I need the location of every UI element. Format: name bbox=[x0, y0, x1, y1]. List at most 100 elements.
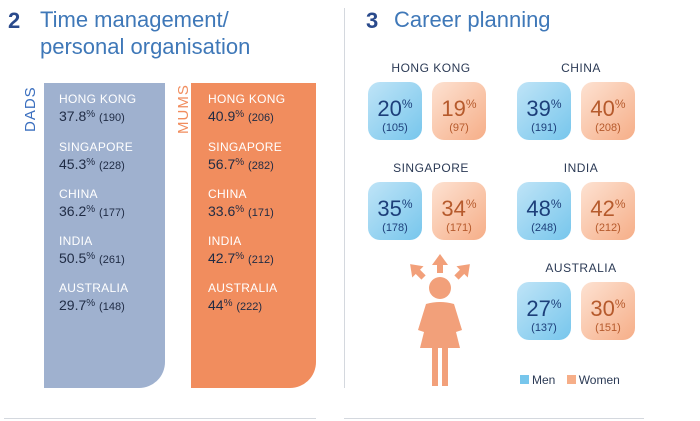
mums-panel bbox=[191, 83, 316, 388]
mums-country-label: SINGAPORE bbox=[208, 140, 283, 154]
career-women-value: 34% bbox=[432, 192, 486, 221]
mums-value: 40.9% (206) bbox=[208, 108, 285, 124]
legend-men-label: Men bbox=[532, 373, 556, 387]
mums-count: (282) bbox=[248, 160, 274, 172]
percent-sign: % bbox=[235, 204, 245, 215]
dads-country-label: SINGAPORE bbox=[59, 140, 134, 154]
career-women-box: 34% (171) bbox=[432, 182, 486, 240]
career-women-count: (151) bbox=[595, 322, 621, 334]
dads-entry: AUSTRALIA 29.7% (148) bbox=[59, 281, 128, 313]
mums-entry: INDIA 42.7% (212) bbox=[208, 234, 274, 266]
woman-with-arrows-icon bbox=[410, 254, 470, 386]
mums-value: 44% (222) bbox=[208, 297, 277, 313]
career-men-count: (178) bbox=[382, 222, 408, 234]
career-men-percent: 39 bbox=[526, 96, 551, 121]
dads-entry: CHINA 36.2% (177) bbox=[59, 187, 125, 219]
percent-sign: % bbox=[614, 197, 626, 211]
career-women-box: 30% (151) bbox=[581, 282, 635, 340]
percent-sign: % bbox=[86, 251, 96, 262]
career-country-label: AUSTRALIA bbox=[545, 261, 617, 275]
mums-entry: CHINA 33.6% (171) bbox=[208, 187, 274, 219]
dads-entry: HONG KONG 37.8% (190) bbox=[59, 92, 136, 124]
career-women-percent: 42 bbox=[590, 196, 615, 221]
career-men-value: 35% bbox=[368, 192, 422, 221]
percent-sign: % bbox=[86, 298, 96, 309]
dads-label: DADS bbox=[22, 86, 39, 132]
career-men-count: (191) bbox=[531, 122, 557, 134]
dads-percent: 45.3 bbox=[59, 156, 87, 172]
career-men-box: 39% (191) bbox=[517, 82, 571, 140]
percent-sign: % bbox=[401, 97, 413, 111]
dads-percent: 36.2 bbox=[59, 203, 87, 219]
dads-value: 45.3% (228) bbox=[59, 156, 133, 172]
career-women-count: (212) bbox=[595, 222, 621, 234]
dads-count: (228) bbox=[99, 160, 125, 172]
dads-percent: 37.8 bbox=[59, 108, 87, 124]
mums-entry: HONG KONG 40.9% (206) bbox=[208, 92, 285, 124]
career-women-box: 40% (208) bbox=[581, 82, 635, 140]
career-women-percent: 40 bbox=[590, 96, 615, 121]
mums-count: (171) bbox=[248, 207, 274, 219]
percent-sign: % bbox=[86, 109, 96, 120]
dads-panel bbox=[44, 83, 165, 388]
mums-percent: 56.7 bbox=[208, 156, 236, 172]
dads-entry: SINGAPORE 45.3% (228) bbox=[59, 140, 133, 172]
career-men-percent: 48 bbox=[526, 196, 551, 221]
dads-country-label: HONG KONG bbox=[59, 92, 137, 106]
career-women-box: 42% (212) bbox=[581, 182, 635, 240]
percent-sign: % bbox=[550, 197, 562, 211]
career-country-label: INDIA bbox=[563, 161, 599, 175]
career-men-count: (105) bbox=[382, 122, 408, 134]
section-divider bbox=[344, 8, 345, 388]
career-men-box: 20% (105) bbox=[368, 82, 422, 140]
mums-value: 42.7% (212) bbox=[208, 250, 274, 266]
percent-sign: % bbox=[223, 298, 233, 309]
dads-country-label: AUSTRALIA bbox=[59, 281, 129, 295]
legend: Men Women bbox=[520, 373, 620, 387]
career-men-percent: 27 bbox=[526, 296, 551, 321]
percent-sign: % bbox=[465, 197, 477, 211]
career-country-label: HONG KONG bbox=[391, 61, 471, 75]
career-women-percent: 34 bbox=[441, 196, 466, 221]
career-women-count: (171) bbox=[446, 222, 472, 234]
mums-percent: 40.9 bbox=[208, 108, 236, 124]
mums-country-label: CHINA bbox=[208, 187, 247, 201]
dads-count: (148) bbox=[99, 301, 125, 313]
career-women-count: (208) bbox=[595, 122, 621, 134]
career-women-value: 30% bbox=[581, 292, 635, 321]
mums-entry: AUSTRALIA 44% (222) bbox=[208, 281, 277, 313]
percent-sign: % bbox=[614, 97, 626, 111]
percent-sign: % bbox=[550, 97, 562, 111]
section-2-number: 2 bbox=[8, 8, 21, 33]
percent-sign: % bbox=[235, 157, 245, 168]
career-women-value: 40% bbox=[581, 92, 635, 121]
mums-percent: 33.6 bbox=[208, 203, 236, 219]
mums-percent: 42.7 bbox=[208, 250, 236, 266]
mums-count: (212) bbox=[248, 254, 274, 266]
career-men-value: 20% bbox=[368, 92, 422, 121]
section-3-number: 3 bbox=[366, 8, 379, 33]
mums-count: (206) bbox=[248, 112, 274, 124]
percent-sign: % bbox=[401, 197, 413, 211]
dads-value: 36.2% (177) bbox=[59, 203, 125, 219]
mums-value: 33.6% (171) bbox=[208, 203, 274, 219]
dads-count: (190) bbox=[99, 112, 125, 124]
dads-percent: 29.7 bbox=[59, 297, 87, 313]
career-men-value: 48% bbox=[517, 192, 571, 221]
bottom-rule-left bbox=[4, 418, 316, 419]
career-men-count: (248) bbox=[531, 222, 557, 234]
career-country-label: SINGAPORE bbox=[393, 161, 469, 175]
mums-entry: SINGAPORE 56.7% (282) bbox=[208, 140, 282, 172]
dads-value: 29.7% (148) bbox=[59, 297, 128, 313]
career-women-box: 19% (97) bbox=[432, 82, 486, 140]
section-3-title: Career planning bbox=[394, 7, 551, 32]
dads-percent: 50.5 bbox=[59, 250, 87, 266]
percent-sign: % bbox=[465, 97, 477, 111]
percent-sign: % bbox=[235, 109, 245, 120]
mums-value: 56.7% (282) bbox=[208, 156, 282, 172]
section-2-title-line-2: personal organisation bbox=[40, 34, 251, 59]
mums-country-label: AUSTRALIA bbox=[208, 281, 278, 295]
mums-percent: 44 bbox=[208, 297, 224, 313]
legend-men-swatch bbox=[520, 375, 529, 384]
section-2-title-line-1: Time management/ bbox=[40, 7, 229, 32]
